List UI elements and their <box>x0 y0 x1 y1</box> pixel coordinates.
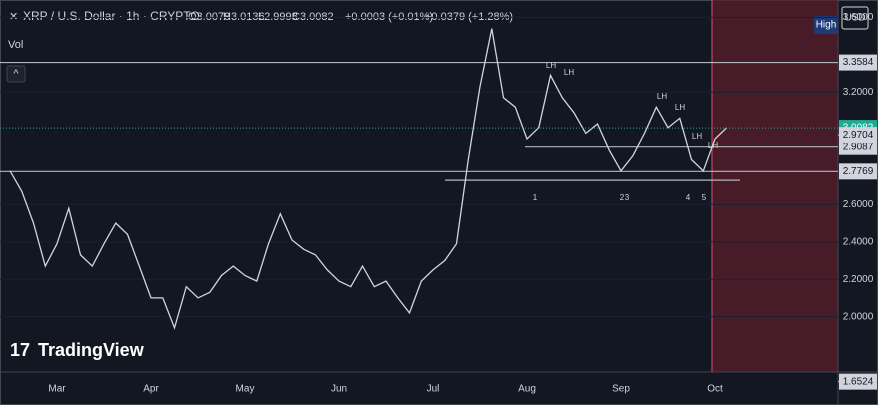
badge: High <box>816 20 837 31</box>
annotation: LH <box>564 68 574 77</box>
symbol-title: XRP / U.S. Dollar · 1h · CRYPTO <box>23 9 200 23</box>
y-tick-label: 2.0000 <box>843 311 874 322</box>
header: ✕ XRP / U.S. Dollar · 1h · CRYPTO Vol ^ … <box>6 6 869 360</box>
badge-bg <box>814 16 838 34</box>
logo-mark: 17 <box>10 340 30 360</box>
price-label: 1.6524 <box>843 376 874 387</box>
currency[interactable]: USD <box>844 13 865 24</box>
price-label-bg <box>839 373 877 390</box>
x-tick-label: Apr <box>143 384 159 395</box>
y-tick-label: 2.4000 <box>843 236 874 247</box>
level-label-bg <box>839 163 877 180</box>
price-label: 2.9704 <box>843 130 874 141</box>
x-tick-label: Oct <box>707 384 723 395</box>
x-tick-label: Jun <box>331 384 347 395</box>
level-label-bg <box>839 54 877 71</box>
brand: TradingView <box>38 340 145 360</box>
collapse-button[interactable] <box>6 65 26 83</box>
y-tick-label: 2.6000 <box>843 199 874 210</box>
level-label: 3.3584 <box>843 57 874 68</box>
annotation: 4 <box>686 193 691 202</box>
price-line <box>9 28 728 330</box>
level-label: 2.7769 <box>843 166 874 177</box>
annotation: 2 <box>620 193 625 202</box>
annotation: 5 <box>702 193 707 202</box>
annotation: LH <box>546 61 556 70</box>
y-tick-label: 3.2000 <box>843 87 874 98</box>
annotation: LH <box>675 103 685 112</box>
x-tick-label: Jul <box>427 384 440 395</box>
level-label: 2.9087 <box>843 141 874 152</box>
x-tick-label: May <box>236 384 255 395</box>
annotation: LH <box>692 132 702 141</box>
price-label-bg <box>839 127 877 144</box>
x-tick-label: Mar <box>48 384 66 395</box>
annotation: 1 <box>533 193 538 202</box>
annotation: LH <box>708 141 718 150</box>
x-tick-label: Aug <box>518 384 536 395</box>
collapse-icon[interactable]: ^ <box>13 68 19 80</box>
annotation: 3 <box>625 193 630 202</box>
x-tick-label: Sep <box>612 384 630 395</box>
volume-label: Vol <box>8 39 23 51</box>
currency-box[interactable] <box>841 6 869 30</box>
y-tick-label: 2.2000 <box>843 274 874 285</box>
y-tick-label: 3.6000 <box>843 12 874 23</box>
annotation: LH <box>657 92 667 101</box>
